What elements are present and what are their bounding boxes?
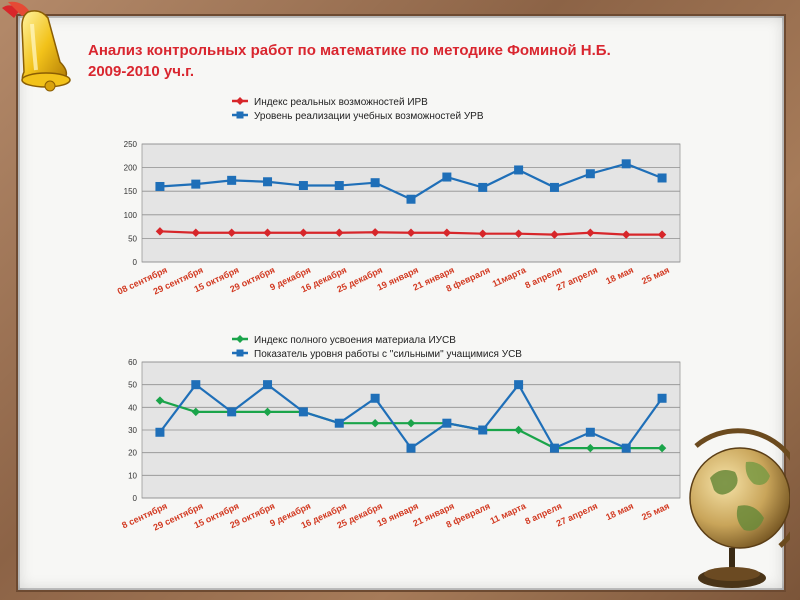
data-point-s0-3 xyxy=(263,228,272,237)
data-point-s1-8 xyxy=(442,418,452,428)
data-point-s0-12 xyxy=(586,443,595,453)
data-point-s0-12 xyxy=(586,228,595,237)
data-point-s1-5 xyxy=(334,181,344,191)
data-point-s0-6 xyxy=(370,228,380,237)
data-point-s1-7 xyxy=(406,194,416,204)
legend-label-0: Индекс реальных возможностей ИРВ xyxy=(254,97,428,108)
data-point-s1-0 xyxy=(155,181,165,191)
y-tick-label-5: 250 xyxy=(124,140,138,149)
data-point-s1-3 xyxy=(263,380,273,390)
data-point-s1-6 xyxy=(370,393,380,403)
data-point-s0-14 xyxy=(657,230,667,239)
data-point-s0-1 xyxy=(191,228,200,237)
data-point-s0-10 xyxy=(514,425,523,435)
data-point-s1-2 xyxy=(227,175,237,185)
data-point-s1-13 xyxy=(621,159,631,169)
data-point-s1-10 xyxy=(514,165,524,175)
data-point-s1-8 xyxy=(442,172,452,182)
data-point-s1-11 xyxy=(549,182,559,192)
slide-title: Анализ контрольных работ по математике п… xyxy=(88,40,728,82)
data-point-s1-4 xyxy=(298,181,308,191)
y-tick-label-5: 50 xyxy=(128,381,137,390)
data-point-s0-10 xyxy=(514,229,523,238)
data-point-s1-10 xyxy=(514,380,524,390)
x-tick-label-12: 27 апреля xyxy=(555,501,600,529)
x-tick-label-14: 25 мая xyxy=(640,501,671,522)
y-tick-label-1: 10 xyxy=(128,471,137,480)
legend-label-1: Показатель уровня работы с "сильными" уч… xyxy=(254,348,522,360)
data-point-s0-11 xyxy=(550,230,559,239)
data-point-s0-6 xyxy=(370,419,380,428)
y-tick-label-6: 60 xyxy=(128,358,137,367)
globe-icon xyxy=(689,428,790,588)
data-point-s0-1 xyxy=(191,407,200,417)
legend-label-1: Уровень реализации учебных возможностей … xyxy=(254,110,484,122)
y-tick-label-3: 30 xyxy=(128,426,137,435)
data-point-s1-1 xyxy=(191,179,201,189)
data-point-s0-5 xyxy=(335,228,344,237)
data-point-s0-7 xyxy=(406,419,416,428)
legend-marker-0 xyxy=(236,335,244,343)
data-point-s1-1 xyxy=(191,380,201,390)
data-point-s0-4 xyxy=(299,228,308,237)
y-tick-label-2: 100 xyxy=(124,211,138,220)
data-point-s1-5 xyxy=(334,418,344,428)
data-point-s1-12 xyxy=(585,427,595,437)
data-point-s0-8 xyxy=(442,228,452,237)
x-tick-label-13: 18 мая xyxy=(604,501,635,522)
legend-label-0: Индекс полного усвоения материала ИУСВ xyxy=(254,335,456,346)
y-tick-label-3: 150 xyxy=(124,187,138,196)
data-point-s0-9 xyxy=(478,229,487,238)
data-point-s1-7 xyxy=(406,443,416,453)
data-point-s1-4 xyxy=(298,407,308,417)
data-point-s0-0 xyxy=(155,227,165,236)
data-point-s1-13 xyxy=(621,443,631,453)
y-tick-label-0: 0 xyxy=(133,494,138,503)
data-point-s1-14 xyxy=(657,393,667,403)
legend-marker-1 xyxy=(236,111,244,119)
data-point-s1-12 xyxy=(585,169,595,179)
y-tick-label-4: 200 xyxy=(124,164,138,173)
y-tick-label-2: 20 xyxy=(128,449,137,458)
data-point-s0-7 xyxy=(406,228,416,237)
data-point-s0-0 xyxy=(155,396,165,405)
title-line-1: Анализ контрольных работ по математике п… xyxy=(88,42,611,59)
title-line-2: 2009-2010 уч.г. xyxy=(88,63,195,80)
x-tick-label-10: 11 марта xyxy=(488,500,528,526)
data-point-s1-0 xyxy=(155,427,165,437)
data-point-s1-6 xyxy=(370,178,380,188)
data-point-s0-13 xyxy=(622,230,631,239)
data-point-s0-3 xyxy=(263,407,272,417)
data-point-s1-9 xyxy=(478,425,488,435)
y-tick-label-4: 40 xyxy=(128,403,137,412)
data-point-s0-14 xyxy=(657,443,667,453)
bell-icon xyxy=(2,1,71,92)
legend-marker-0 xyxy=(236,97,244,105)
data-point-s1-3 xyxy=(263,177,273,187)
data-point-s1-2 xyxy=(227,407,237,417)
y-tick-label-1: 50 xyxy=(128,234,137,243)
data-point-s0-2 xyxy=(227,228,236,237)
data-point-s1-9 xyxy=(478,182,488,192)
legend-marker-1 xyxy=(236,349,244,357)
data-point-s1-14 xyxy=(657,173,667,183)
y-tick-label-0: 0 xyxy=(133,258,138,267)
data-point-s1-11 xyxy=(549,443,559,453)
